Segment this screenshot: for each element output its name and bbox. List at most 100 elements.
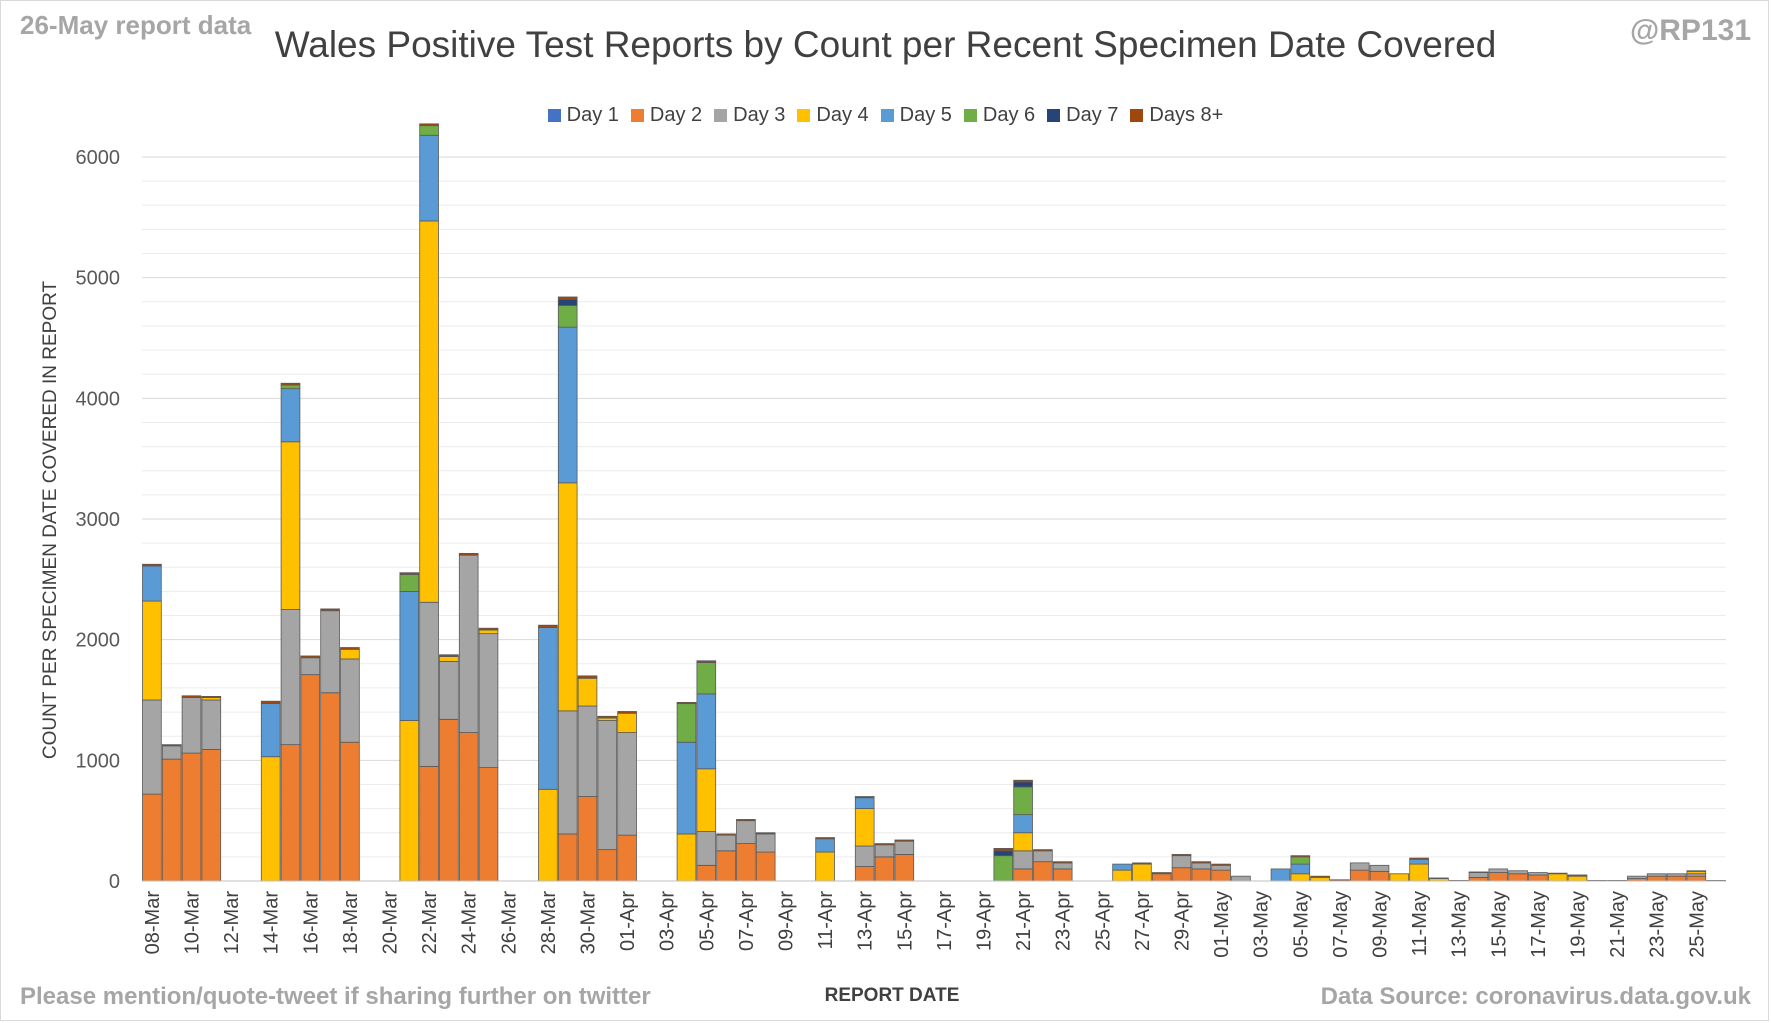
bar-segment xyxy=(1052,868,1073,882)
bar-segment xyxy=(557,326,578,484)
bar-segment xyxy=(1132,863,1152,882)
bar-segment xyxy=(1666,873,1687,877)
bar-segment xyxy=(1369,864,1390,872)
bar-segment xyxy=(854,808,875,847)
x-tick-label: 09-Apr xyxy=(776,891,798,951)
x-tick-label: 13-Apr xyxy=(855,891,877,951)
legend-swatch xyxy=(1130,109,1144,122)
x-tick-label: 10-Mar xyxy=(182,891,204,955)
bar-segment xyxy=(260,703,281,758)
x-tick-label: 29-Apr xyxy=(1172,891,1194,951)
bar-segment xyxy=(458,732,479,882)
y-tick-label: 4000 xyxy=(76,388,121,410)
bar-segment xyxy=(755,833,776,853)
bar-segment xyxy=(736,819,756,822)
bar-segment xyxy=(874,844,895,858)
bar-segment xyxy=(716,850,736,882)
legend-swatch xyxy=(880,109,894,122)
bar-segment xyxy=(1468,876,1489,882)
bar-segment xyxy=(280,441,301,610)
bar-segment xyxy=(458,554,479,733)
bar-segment xyxy=(161,758,182,882)
bar-segment xyxy=(1112,863,1132,871)
x-tick-label: 28-Mar xyxy=(538,891,560,955)
legend-label: Day 1 xyxy=(566,104,619,126)
x-tick-label: 24-Mar xyxy=(459,891,481,955)
bar-segment xyxy=(1013,850,1033,870)
bar-segment xyxy=(557,305,578,328)
bar-segment xyxy=(1151,873,1172,882)
legend-label: Days 8+ xyxy=(1149,104,1224,126)
bar-segment xyxy=(1033,861,1053,882)
legend-swatch xyxy=(797,109,811,122)
x-tick-label: 17-Apr xyxy=(934,891,956,951)
y-tick-label: 0 xyxy=(109,871,120,893)
bar-segment xyxy=(1231,875,1251,882)
bar-segment xyxy=(577,677,598,707)
bar-segment xyxy=(577,675,598,679)
bar-segment xyxy=(1211,869,1231,882)
legend-item: Day 1 xyxy=(547,104,619,127)
bar-segment xyxy=(597,715,618,719)
bar-segment xyxy=(1191,861,1212,864)
bar-segment xyxy=(419,601,439,767)
x-tick-label: 03-May xyxy=(1251,891,1273,958)
bar-segment xyxy=(399,574,420,592)
bar-segment xyxy=(557,298,578,306)
bar-segment xyxy=(142,565,162,602)
bar-segment xyxy=(1389,873,1410,882)
bar-segment xyxy=(617,732,637,836)
x-tick-label: 21-Apr xyxy=(1013,891,1035,951)
bar-segment xyxy=(439,660,459,720)
bar-segment xyxy=(854,796,875,799)
bar-segment xyxy=(538,627,558,790)
bar-segment xyxy=(1429,877,1449,879)
x-tick-label: 21-May xyxy=(1607,891,1629,958)
x-tick-label: 30-Mar xyxy=(578,891,600,955)
bar-segment xyxy=(736,820,756,844)
bar-segment xyxy=(676,703,697,743)
bar-segment xyxy=(280,609,301,746)
bar-segment xyxy=(1349,862,1370,871)
bar-segment xyxy=(142,699,162,795)
data-source-note: Data Source: coronavirus.data.gov.uk xyxy=(1320,983,1751,1010)
x-tick-label: 11-Apr xyxy=(815,891,837,950)
bar-segment xyxy=(1013,868,1033,882)
bar-segment xyxy=(993,848,1014,852)
bar-segment xyxy=(676,741,697,835)
bar-segment xyxy=(894,840,915,855)
bar-segment xyxy=(300,674,321,882)
bar-segment xyxy=(755,851,776,882)
legend-swatch xyxy=(963,109,977,122)
x-tick-label: 08-Mar xyxy=(142,891,164,955)
bar-segment xyxy=(1290,873,1311,882)
bar-segment xyxy=(1013,781,1033,788)
x-axis-title: REPORT DATE xyxy=(825,985,960,1006)
x-tick-label: 23-May xyxy=(1647,891,1669,958)
x-tick-label: 16-Mar xyxy=(300,891,322,955)
bar-segment xyxy=(280,744,301,882)
x-tick-label: 15-May xyxy=(1488,891,1510,958)
bar-segment xyxy=(181,752,202,882)
share-note: Please mention/quote-tweet if sharing fu… xyxy=(20,983,651,1010)
bar-segment xyxy=(874,856,895,882)
bar-segment xyxy=(597,849,618,882)
y-tick-label: 5000 xyxy=(76,268,121,290)
bar-segment xyxy=(894,839,915,842)
x-tick-label: 15-Apr xyxy=(894,891,916,951)
bar-segment xyxy=(181,697,202,754)
bar-segment xyxy=(1211,863,1231,866)
bar-segment xyxy=(478,629,499,635)
bar-segment xyxy=(340,741,360,882)
bar-segment xyxy=(815,838,835,853)
bar-segment xyxy=(478,767,499,882)
legend-swatch xyxy=(547,109,561,122)
bar-segment xyxy=(696,864,717,882)
legend-item: Day 7 xyxy=(1047,104,1118,127)
bar-segment xyxy=(1547,872,1568,875)
x-tick-label: 07-May xyxy=(1330,891,1352,958)
legend-item: Day 3 xyxy=(714,104,785,127)
bar-segment xyxy=(419,134,439,222)
bar-segment xyxy=(1686,875,1707,882)
bar-segment xyxy=(1686,870,1707,872)
